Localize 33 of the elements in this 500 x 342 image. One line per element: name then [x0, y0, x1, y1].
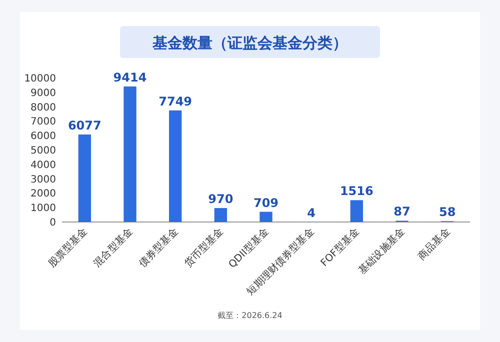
y-tick-label: 8000	[30, 102, 56, 114]
data-label: 7749	[158, 94, 192, 108]
y-tick-label: 4000	[30, 160, 56, 171]
bar	[78, 134, 92, 222]
bar	[214, 208, 228, 222]
bar	[260, 212, 272, 222]
y-tick-label: 5000	[30, 146, 56, 156]
bar	[350, 200, 364, 222]
y-tick-label: 3000	[30, 174, 56, 186]
data-label: 87	[394, 204, 410, 219]
y-tick-label: 6000	[30, 131, 56, 142]
data-label: 1516	[340, 184, 374, 198]
data-label: 709	[253, 196, 279, 210]
data-label: 58	[438, 205, 456, 220]
data-label: 6077	[68, 118, 102, 132]
y-tick-label: 7000	[30, 116, 56, 128]
y-tick-label: 9000	[30, 88, 56, 99]
text: 截至：2026.6.24	[218, 311, 282, 320]
x-tick-label: 混合型基金	[91, 226, 136, 270]
x-tick-label: 商品基金	[416, 226, 452, 262]
bar	[168, 110, 182, 222]
x-tick-label: 股票型基金	[46, 226, 90, 270]
y-tick-label: 0	[50, 218, 56, 228]
data-label: 9414	[113, 70, 147, 84]
data-label: 4	[307, 206, 316, 220]
chart-title: 基金数量（证监会基金分类）	[152, 34, 348, 52]
y-tick-label: 10000	[24, 74, 56, 84]
x-tick-label: 货币型基金	[182, 226, 226, 270]
x-tick-label: 债券型基金	[136, 226, 180, 270]
y-tick-label: 2000	[30, 188, 56, 200]
data-label: 970	[208, 192, 234, 206]
bar	[124, 86, 136, 222]
y-tick-label: 1000	[30, 203, 56, 214]
